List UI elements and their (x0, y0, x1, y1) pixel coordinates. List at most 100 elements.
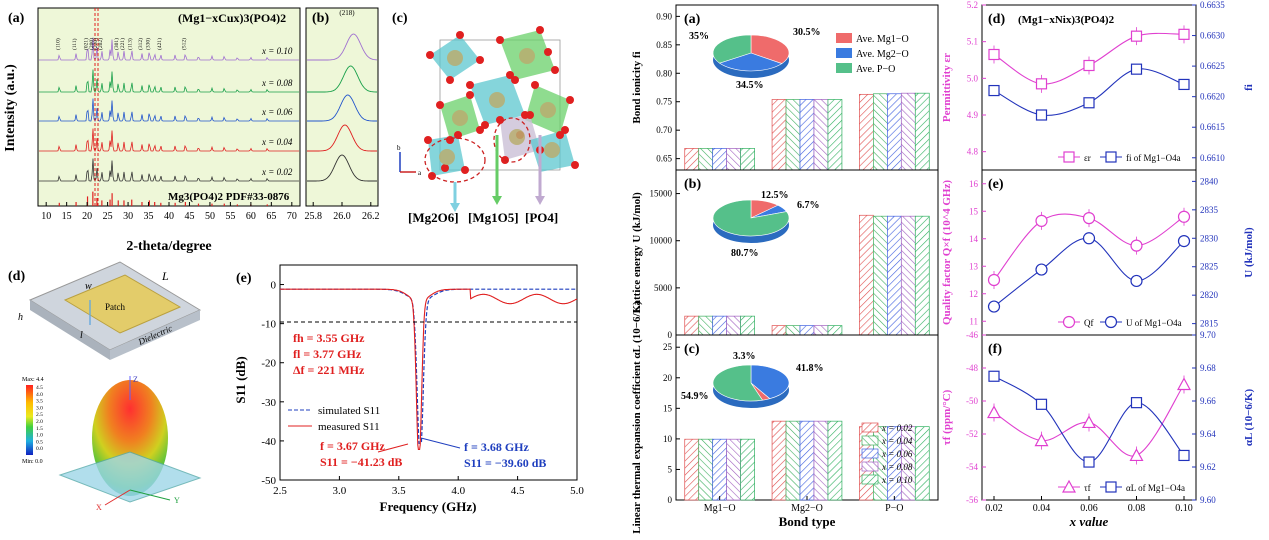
bar-legend-label: x = 0.02 (881, 423, 913, 433)
bond-bar (900, 92, 916, 171)
right-ytick-label: 0.6610 (1200, 153, 1225, 163)
xrd-trace-label: x = 0.10 (261, 46, 293, 56)
pie-label: 6.7% (797, 200, 820, 211)
data-point (1035, 263, 1048, 276)
left-ylabel: Permittivity εr (941, 53, 953, 122)
colorbar (26, 385, 33, 455)
xrd-tick-label: 65 (266, 211, 276, 222)
ground-plane (58, 451, 202, 503)
legend-left-label: τf (1084, 483, 1091, 493)
colorbar-tick: 4.0 (36, 392, 43, 398)
legend-meas-label: measured S11 (318, 421, 380, 433)
s11-ytick-label: -30 (261, 397, 276, 409)
label-mg2o6: [Mg2O6] (408, 210, 459, 225)
data-point (1130, 63, 1143, 75)
property-plot-frame (981, 4, 1197, 171)
bond-bar (712, 148, 728, 171)
bond-category-label: Mg2−O (791, 503, 823, 514)
xrd-peak-label: (200) (88, 38, 95, 50)
right-ylabel: αL (10−6/K) (1243, 389, 1255, 447)
s11-panel: (e) 2.5 3.0 3.5 4.0 4.5 5.0 0 -10 -20 -30 -40 -50 S… (233, 264, 584, 514)
data-point (1105, 151, 1117, 163)
xrd-panel-label: (a) (8, 11, 25, 26)
data-point (1130, 397, 1143, 409)
oxygen-atom (454, 131, 462, 139)
pie-label: 34.5% (736, 80, 764, 91)
property-panel-label: (f) (988, 342, 1002, 357)
xrd-peak-label: (330) (144, 38, 151, 50)
colorbar-labels: Max: 4.4 4.54.03.53.02.52.01.51.00.50.0 Mi… (22, 377, 44, 465)
bond-bar (859, 93, 874, 171)
left-ytick-label: -56 (966, 495, 978, 505)
s11-xtick-label: 3.5 (392, 485, 406, 497)
right-ytick-label: 0.6615 (1200, 122, 1225, 132)
property-xtick-label: 0.04 (1033, 503, 1051, 514)
oxygen-atom (446, 136, 454, 144)
xrd-peak-label: (312) (137, 38, 144, 50)
colorbar-tick: 3.0 (36, 405, 43, 411)
s11-ytick-label: 0 (271, 280, 277, 292)
right-ytick-label: 2820 (1200, 290, 1219, 300)
oxygen-atom (456, 31, 464, 39)
arrow-head (492, 196, 502, 205)
pie-label: 12.5% (761, 190, 789, 201)
left-ytick-label: -52 (966, 429, 978, 439)
zoom-trace (307, 154, 377, 182)
bond-bar (827, 420, 843, 501)
label-po4: [PO4] (525, 210, 558, 225)
zoom-panel-label: (b) (312, 11, 329, 26)
bond-bar (698, 315, 714, 336)
data-point (1178, 449, 1190, 462)
bond-panel-c: 0 5 10 15 20 25 (c) Linear thermal expansion co… (631, 301, 939, 534)
colorbar-min: Min: 0.0 (22, 459, 43, 465)
bond-ytick-label: 5 (668, 464, 673, 474)
left-ytick-label: 13 (969, 261, 979, 271)
xrd-trace-label: x = 0.04 (261, 137, 293, 147)
s11-measured-line (280, 288, 578, 451)
oxygen-atom (426, 51, 434, 59)
property-panel-label: (e) (988, 177, 1004, 192)
bond-panel-b: 0 5000 10000 15000 (b) Lattice energy U (kJ/m… (631, 169, 939, 340)
data-point (1130, 274, 1143, 288)
pie-label: 41.8% (796, 363, 824, 374)
s11-ytick-label: -10 (261, 319, 276, 331)
xrd-tick-label: 15 (62, 211, 72, 222)
s11-xtick-label: 3.0 (333, 485, 347, 497)
right-ytick-label: 9.64 (1200, 429, 1216, 439)
x-axis (104, 489, 131, 506)
substrate-side (30, 300, 110, 360)
mg-atom (452, 110, 468, 126)
bar-legend-swatch (861, 422, 879, 433)
right-ytick-label: 2835 (1200, 205, 1219, 215)
legend-right-label: αL of Mg1−O4a (1126, 483, 1185, 493)
zoom-trace (307, 65, 377, 93)
right-ytick-label: 9.66 (1200, 396, 1216, 406)
data-point (1035, 398, 1048, 410)
bar-legend-label: x = 0.08 (881, 462, 913, 472)
data-point (1082, 232, 1096, 245)
oxygen-atom (544, 48, 552, 56)
bar-legend-swatch (861, 474, 879, 485)
xrd-tick-label: 35 (144, 211, 154, 222)
left-ytick-label: -46 (966, 330, 978, 340)
bond-bar (684, 148, 700, 171)
xrd-peak-label: (421) (156, 38, 163, 50)
data-point (1130, 30, 1143, 42)
colorbar-tick: 0.5 (36, 439, 43, 445)
oxygen-atom (441, 164, 449, 172)
bond-ytick-label: 0.65 (656, 154, 672, 164)
data-point (1035, 214, 1048, 227)
pie-legend-label: Ave. P−O (856, 64, 895, 75)
xrd-trace-labels: x = 0.10 x = 0.08 x = 0.06 x = 0.04 x = 0.02 (261, 46, 293, 177)
colorbar-tick: 0.0 (36, 446, 43, 452)
pie-legend-label: Ave. Mg1−O (856, 34, 909, 45)
xrd-trace (39, 69, 299, 93)
right-ytick-label: 9.70 (1200, 330, 1216, 340)
pie-legend-swatch (836, 48, 852, 58)
pie-slice (718, 52, 783, 72)
highlight-circle (424, 137, 486, 183)
data-point (1130, 239, 1143, 252)
data-point (1061, 479, 1077, 493)
right-ytick-label: 0.6635 (1200, 0, 1225, 10)
xrd-tick-label: 20 (82, 211, 92, 222)
